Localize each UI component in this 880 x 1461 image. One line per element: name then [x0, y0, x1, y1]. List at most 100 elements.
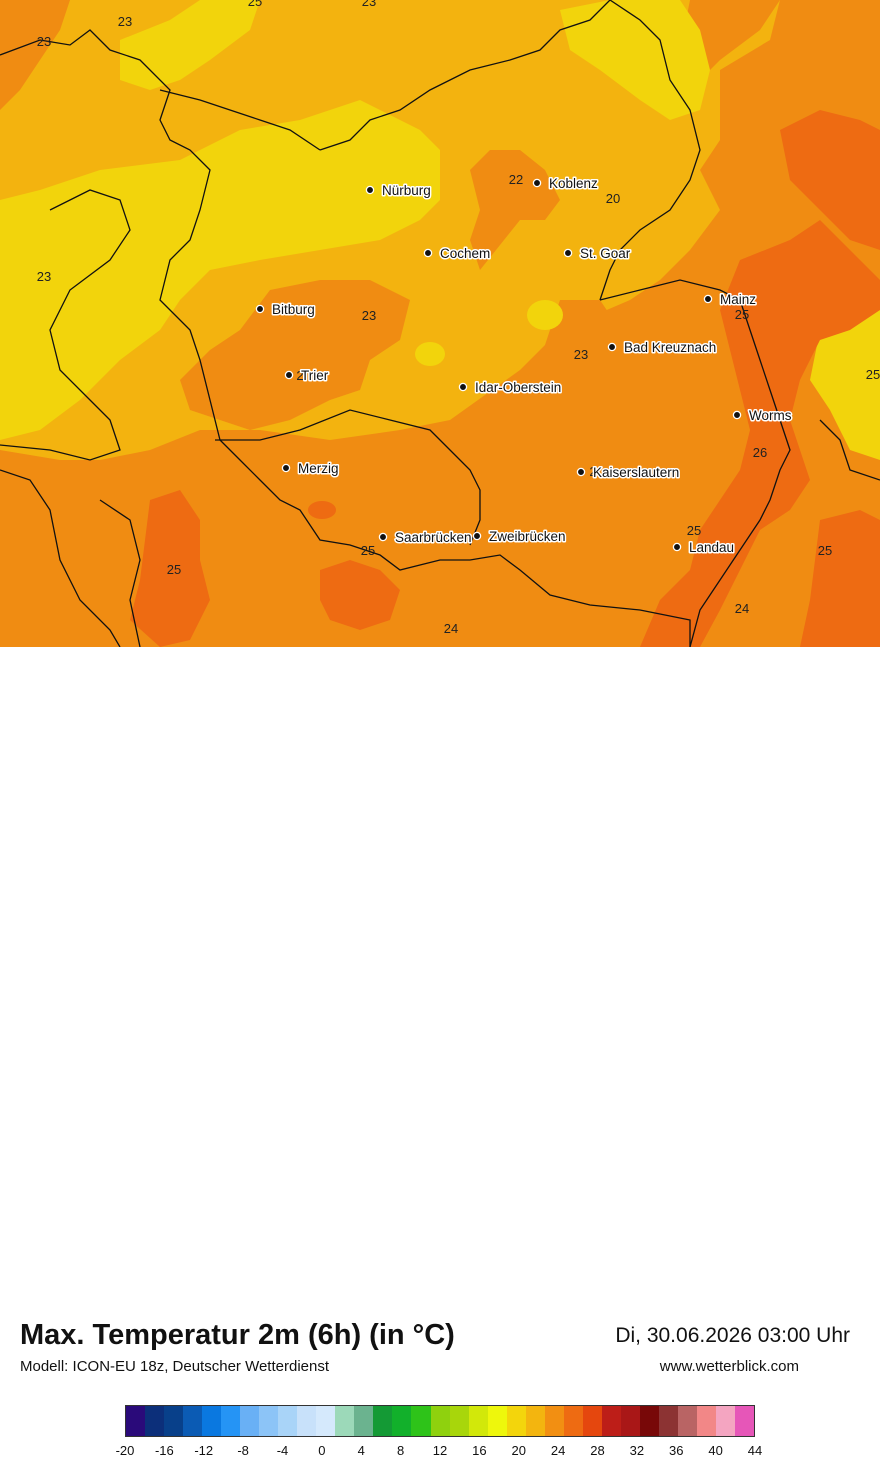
- legend-swatch: [735, 1406, 755, 1436]
- city-marker: [281, 463, 291, 473]
- website-link[interactable]: www.wetterblick.com: [659, 1358, 799, 1375]
- legend-swatch: [620, 1406, 640, 1436]
- legend-tick-label: 40: [708, 1443, 723, 1458]
- city-bad-kreuznach: Bad Kreuznach: [607, 339, 718, 357]
- isotherm-label: 24: [444, 621, 458, 636]
- legend-swatch: [183, 1406, 203, 1436]
- isotherm-label: 20: [606, 191, 620, 206]
- state-border-se: [819, 419, 880, 481]
- legend-tick-label: 28: [590, 1443, 605, 1458]
- legend-swatch: [278, 1406, 298, 1436]
- legend-swatch: [316, 1406, 336, 1436]
- city-marker: [423, 248, 433, 258]
- temp-zone-26-east: [640, 220, 880, 647]
- isotherm-label: 24: [735, 601, 749, 616]
- legend-swatch: [221, 1406, 241, 1436]
- legend-swatch: [715, 1406, 735, 1436]
- temp-zone-26-spot: [308, 501, 336, 519]
- temp-zone-26-sw: [130, 490, 210, 647]
- isotherm-label: 23: [37, 269, 51, 284]
- city-marker: [732, 410, 742, 420]
- city-merzig: Merzig: [281, 460, 340, 478]
- legend-tick-label: 4: [357, 1443, 365, 1458]
- isotherm-label: 25: [866, 367, 880, 382]
- legend-swatch: [164, 1406, 184, 1436]
- city-cochem: Cochem: [423, 245, 492, 263]
- isotherm-label: 25: [735, 307, 749, 322]
- city-idar-oberstein: Idar-Oberstein: [458, 379, 563, 397]
- legend-tick-label: 20: [511, 1443, 526, 1458]
- legend-swatch: [601, 1406, 621, 1436]
- state-border-east: [599, 0, 701, 301]
- isotherm-label: 25: [361, 543, 375, 558]
- legend-swatch: [240, 1406, 260, 1436]
- isotherm-label: 23: [574, 347, 588, 362]
- legend-swatch: [487, 1406, 507, 1436]
- isotherm-label: 23: [118, 14, 132, 29]
- temperature-map: 23 25 23 23 22 20 23 25 23 2 23 26 2 25 25 25 24 25 24 25 N…: [0, 0, 880, 647]
- temp-zone-26-sw2: [320, 560, 400, 630]
- cities: Nürburg Koblenz Cochem St. Goar Mainz Bitburg…: [255, 175, 793, 557]
- city-marker: [703, 294, 713, 304]
- legend-swatch: [126, 1406, 146, 1436]
- legend-tick-label: 44: [747, 1443, 763, 1458]
- temp-zone-20: [0, 100, 440, 440]
- legend-tick-label: -20: [115, 1443, 135, 1458]
- temp-zone-26-se: [800, 510, 880, 647]
- city-nuerburg: Nürburg: [365, 182, 432, 200]
- city-trier: Trier: [284, 367, 330, 385]
- map-title: Max. Temperatur 2m (6h) (in °C): [20, 1319, 455, 1351]
- legend-swatch: [392, 1406, 412, 1436]
- city-label: Kaiserslautern: [593, 465, 679, 480]
- city-zweibruecken: Zweibrücken: [472, 528, 567, 546]
- legend-tick-label: -16: [154, 1443, 174, 1458]
- city-label: Saarbrücken: [395, 530, 472, 545]
- city-marker: [672, 542, 682, 552]
- borders: [0, 0, 880, 647]
- isotherm-label: 25: [248, 0, 262, 9]
- isotherm-label: 25: [818, 543, 832, 558]
- city-marker: [607, 342, 617, 352]
- isotherm-label: 2: [589, 464, 596, 479]
- legend-ticks: -20 -16 -12 -8 -4 0 4 8 12 16 20 24 28 32 36 40 44: [116, 1443, 763, 1461]
- legend-swatch: [696, 1406, 716, 1436]
- city-label: Idar-Oberstein: [475, 380, 561, 395]
- country-border-lux: [0, 189, 131, 461]
- city-label: Bad Kreuznach: [624, 340, 716, 355]
- legend-swatch: [259, 1406, 279, 1436]
- state-border-south: [0, 469, 121, 647]
- city-label: Bitburg: [272, 302, 315, 317]
- legend-swatch: [468, 1406, 488, 1436]
- city-marker: [458, 382, 468, 392]
- city-label: Mainz: [720, 292, 756, 307]
- temp-zone-24-central: [180, 280, 410, 430]
- isotherm-label: 23: [362, 0, 376, 9]
- legend-swatch: [335, 1406, 355, 1436]
- city-label: St. Goar: [580, 246, 631, 261]
- legend-swatch: [525, 1406, 545, 1436]
- temp-zone-24-north: [0, 0, 70, 110]
- state-border-south2: [99, 499, 141, 647]
- city-worms: Worms: [732, 407, 793, 425]
- temp-zone-20-spot: [527, 300, 563, 330]
- legend-swatch: [354, 1406, 374, 1436]
- temp-zone-26-ne: [780, 110, 880, 250]
- city-label: Koblenz: [549, 176, 598, 191]
- temp-zone-20-east: [810, 310, 880, 460]
- city-label: Nürburg: [382, 183, 431, 198]
- legend-swatch: [297, 1406, 317, 1436]
- city-saarbruecken: Saarbrücken: [378, 529, 473, 547]
- temp-zone-20-north: [120, 0, 260, 90]
- city-label: Cochem: [440, 246, 490, 261]
- city-label: Worms: [749, 408, 792, 423]
- city-marker: [378, 532, 388, 542]
- legend-swatch: [639, 1406, 659, 1436]
- valid-datetime: Di, 30.06.2026 03:00 Uhr: [615, 1324, 850, 1347]
- city-marker: [472, 531, 482, 541]
- legend-tick-label: -4: [276, 1443, 289, 1458]
- legend-swatch: [373, 1406, 393, 1436]
- legend-swatch: [449, 1406, 469, 1436]
- city-label: Merzig: [298, 461, 339, 476]
- state-border-nrw: [159, 89, 321, 151]
- legend-tick-label: 32: [629, 1443, 645, 1458]
